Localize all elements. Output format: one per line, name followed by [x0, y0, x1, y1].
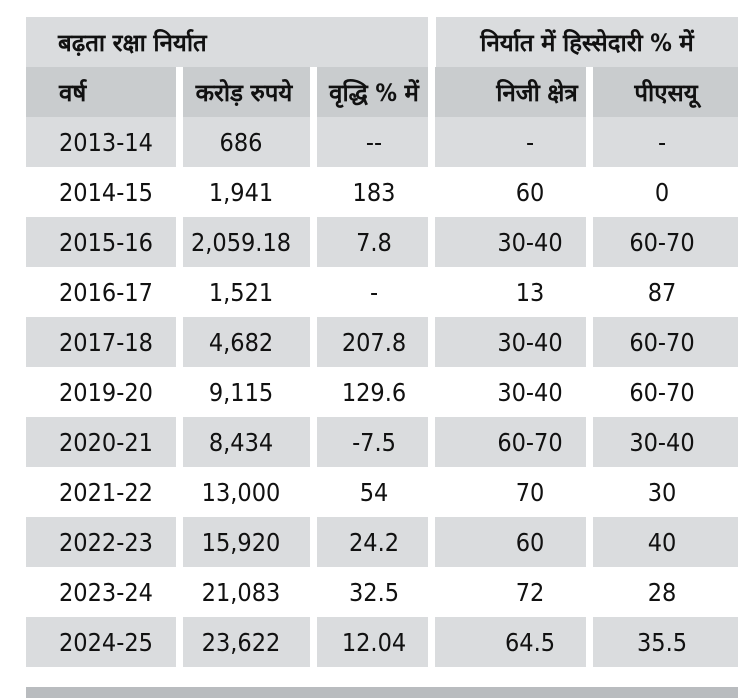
- growth-percent-cell: -7.5: [352, 427, 396, 457]
- growth-percent-cell: --: [365, 127, 383, 157]
- table-row: 2023-24 21,083 32.5 72 28: [26, 567, 738, 617]
- private-sector-cell: 60-70: [497, 427, 563, 457]
- private-sector-cell: 30-40: [497, 227, 563, 257]
- column-header-row: वर्ष करोड़ रुपये वृद्धि % में निजी क्षेत…: [26, 67, 738, 117]
- private-sector-cell: 13: [515, 277, 545, 307]
- crore-rupees-cell: 23,622: [201, 627, 281, 657]
- year-cell: 2023-24: [59, 577, 153, 607]
- growth-percent-cell: 54: [359, 477, 389, 507]
- table-row: 2021-22 13,000 54 70 30: [26, 467, 738, 517]
- crore-rupees-cell: 2,059.18: [190, 227, 292, 257]
- psu-cell: 40: [647, 527, 677, 557]
- private-sector-cell: 60: [515, 527, 545, 557]
- psu-cell: 60-70: [629, 377, 695, 407]
- header-private-sector: निजी क्षेत्र: [496, 78, 578, 107]
- private-sector-cell: 72: [515, 577, 545, 607]
- table-row: 2022-23 15,920 24.2 60 40: [26, 517, 738, 567]
- growth-percent-cell: 12.04: [341, 627, 407, 657]
- year-cell: 2021-22: [59, 477, 153, 507]
- psu-cell: 87: [647, 277, 677, 307]
- psu-cell: 60-70: [629, 227, 695, 257]
- year-cell: 2020-21: [59, 427, 153, 457]
- table-row: 2013-14 686 -- - -: [26, 117, 738, 167]
- column-divider: [176, 67, 183, 677]
- psu-cell: 30: [647, 477, 677, 507]
- table-title-cell: बढ़ता रक्षा निर्यात: [26, 17, 428, 67]
- growth-percent-cell: 129.6: [341, 377, 407, 407]
- year-cell: 2015-16: [59, 227, 153, 257]
- year-cell: 2019-20: [59, 377, 153, 407]
- crore-rupees-cell: 8,434: [208, 427, 274, 457]
- crore-rupees-cell: 21,083: [201, 577, 281, 607]
- private-sector-cell: 30-40: [497, 327, 563, 357]
- private-sector-cell: 70: [515, 477, 545, 507]
- crore-rupees-cell: 1,941: [208, 177, 274, 207]
- table-row: 2024-25 23,622 12.04 64.5 35.5: [26, 617, 738, 667]
- column-divider: [428, 67, 435, 677]
- table-title: बढ़ता रक्षा निर्यात: [58, 28, 207, 57]
- share-group-header-cell: निर्यात में हिस्सेदारी % में: [436, 17, 738, 67]
- table-row: 2015-16 2,059.18 7.8 30-40 60-70: [26, 217, 738, 267]
- private-sector-cell: 60: [515, 177, 545, 207]
- crore-rupees-cell: 686: [219, 127, 263, 157]
- psu-cell: 30-40: [629, 427, 695, 457]
- crore-rupees-cell: 9,115: [208, 377, 274, 407]
- psu-cell: 28: [647, 577, 677, 607]
- year-cell: 2013-14: [59, 127, 153, 157]
- header-growth-percent: वृद्धि % में: [329, 78, 419, 107]
- year-cell: 2017-18: [59, 327, 153, 357]
- crore-rupees-cell: 15,920: [201, 527, 281, 557]
- growth-percent-cell: -: [369, 277, 379, 307]
- growth-percent-cell: 24.2: [348, 527, 400, 557]
- growth-percent-cell: 7.8: [356, 227, 392, 257]
- table-row: 2020-21 8,434 -7.5 60-70 30-40: [26, 417, 738, 467]
- table-row: 2016-17 1,521 - 13 87: [26, 267, 738, 317]
- psu-cell: 0: [654, 177, 670, 207]
- year-cell: 2016-17: [59, 277, 153, 307]
- table-row: 2017-18 4,682 207.8 30-40 60-70: [26, 317, 738, 367]
- growth-percent-cell: 183: [352, 177, 396, 207]
- share-group-header: निर्यात में हिस्सेदारी % में: [480, 28, 694, 57]
- crore-rupees-cell: 4,682: [208, 327, 274, 357]
- header-psu: पीएसयू: [634, 78, 698, 107]
- header-divider: [428, 17, 435, 67]
- year-cell: 2024-25: [59, 627, 153, 657]
- header-crore-rupees: करोड़ रुपये: [195, 78, 293, 107]
- year-cell: 2014-15: [59, 177, 153, 207]
- table-row: 2019-20 9,115 129.6 30-40 60-70: [26, 367, 738, 417]
- crore-rupees-cell: 1,521: [208, 277, 274, 307]
- table-row: 2014-15 1,941 183 60 0: [26, 167, 738, 217]
- private-sector-cell: -: [525, 127, 535, 157]
- growth-percent-cell: 32.5: [348, 577, 400, 607]
- growth-percent-cell: 207.8: [341, 327, 407, 357]
- psu-cell: 35.5: [636, 627, 688, 657]
- column-divider: [310, 67, 317, 677]
- psu-cell: 60-70: [629, 327, 695, 357]
- psu-cell: -: [657, 127, 667, 157]
- bottom-border: [26, 687, 738, 698]
- crore-rupees-cell: 13,000: [201, 477, 281, 507]
- private-sector-cell: 64.5: [504, 627, 556, 657]
- header-year: वर्ष: [59, 78, 87, 107]
- year-cell: 2022-23: [59, 527, 153, 557]
- column-divider: [586, 67, 593, 677]
- private-sector-cell: 30-40: [497, 377, 563, 407]
